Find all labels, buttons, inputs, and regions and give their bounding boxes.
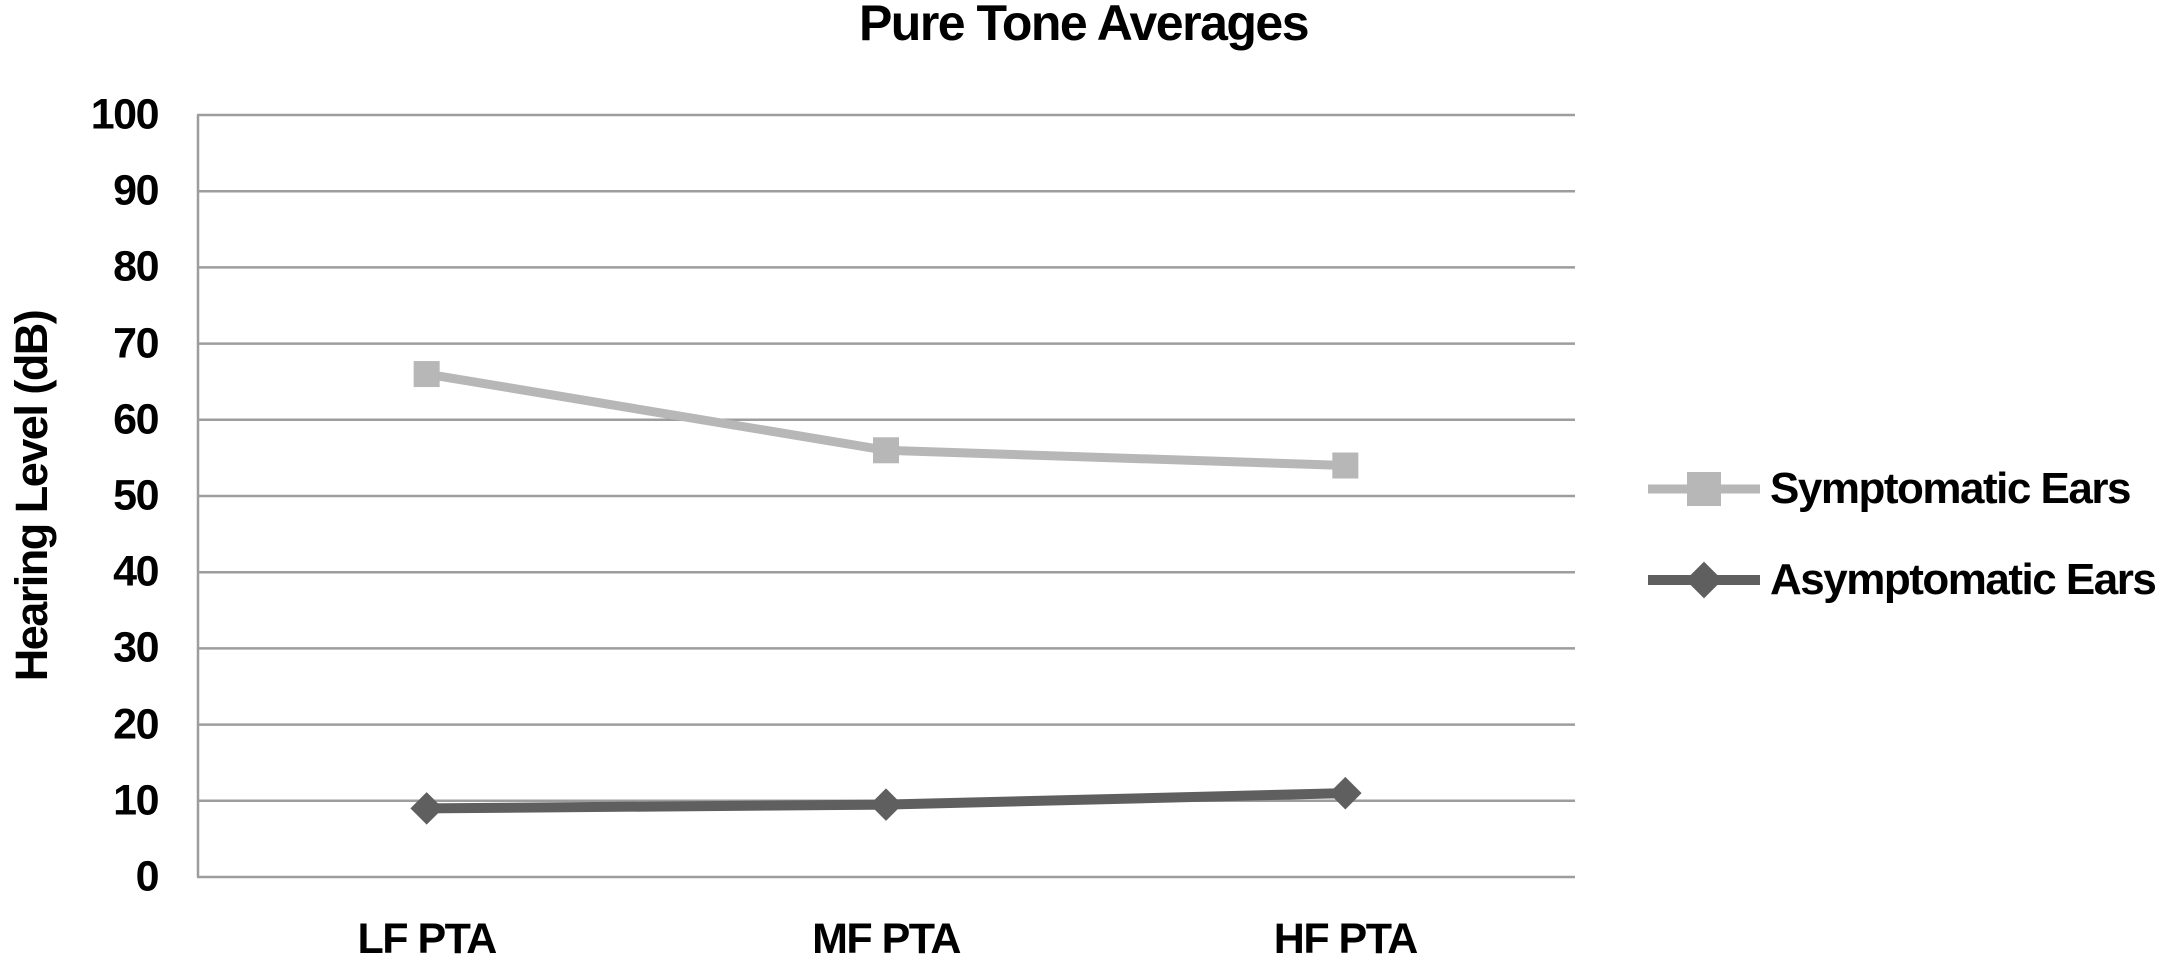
legend-label: Symptomatic Ears xyxy=(1770,464,2131,513)
y-tick-label: 10 xyxy=(113,776,159,825)
data-point-square xyxy=(1332,452,1359,479)
data-point-square xyxy=(873,437,899,464)
y-tick-label: 20 xyxy=(113,700,159,749)
data-point-square xyxy=(413,361,440,388)
x-axis-label: LF PTA xyxy=(357,915,498,963)
asymptomatic-line-diamond-icon xyxy=(1648,561,1760,599)
symptomatic-line-square-icon xyxy=(1648,472,1760,506)
y-tick-label: 70 xyxy=(113,319,159,368)
y-tick-label: 0 xyxy=(135,852,160,901)
chart-title: Pure Tone Averages xyxy=(858,0,1310,51)
y-tick-label: 30 xyxy=(113,623,159,672)
data-point-diamond xyxy=(1329,776,1362,810)
legend-entry-asymptomatic: Asymptomatic Ears xyxy=(1648,555,2157,605)
plot-area xyxy=(196,113,1575,879)
x-axis-label: HF PTA xyxy=(1273,915,1419,963)
y-tick-label: 80 xyxy=(113,242,159,291)
y-tick-label: 60 xyxy=(113,395,159,444)
y-tick-label: 100 xyxy=(90,90,160,139)
data-point-diamond xyxy=(410,792,443,825)
x-axis-label: MF PTA xyxy=(812,915,961,963)
data-point-diamond xyxy=(869,788,903,821)
y-tick-label: 50 xyxy=(113,471,159,520)
y-tick-label: 40 xyxy=(113,547,159,596)
y-tick-label: 90 xyxy=(113,166,159,215)
legend-label: Asymptomatic Ears xyxy=(1770,555,2157,604)
legend-entry-symptomatic: Symptomatic Ears xyxy=(1648,464,2131,514)
